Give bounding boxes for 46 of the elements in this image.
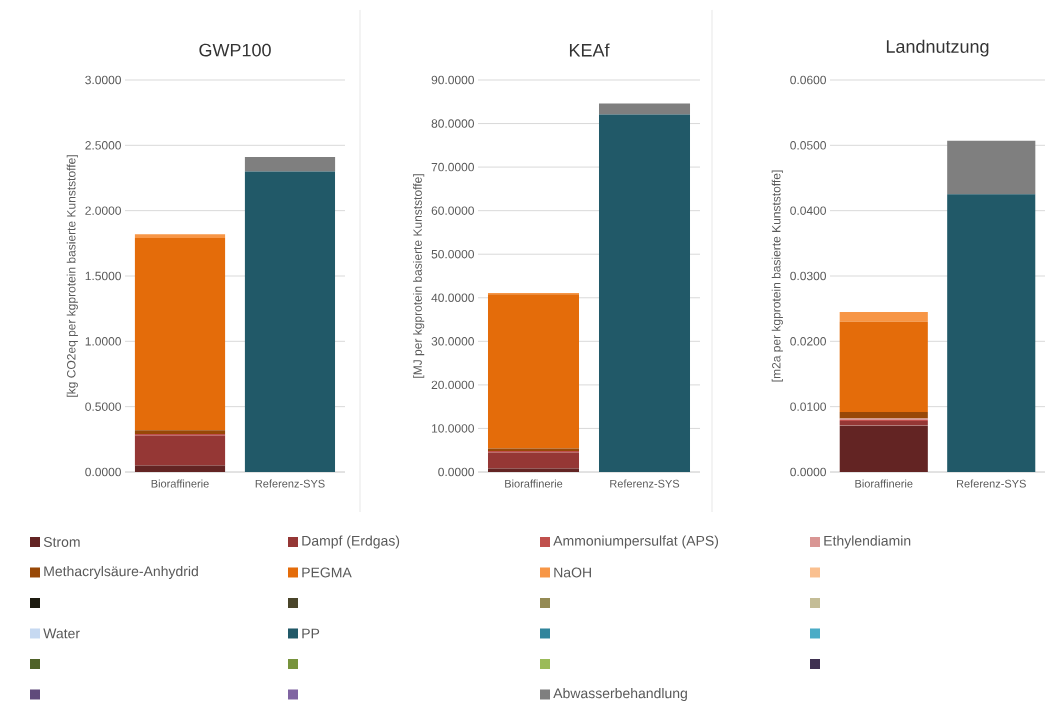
y-tick-label: 3.0000 bbox=[85, 75, 121, 85]
legend-label: PEGMA bbox=[302, 567, 352, 578]
legend-label: PP bbox=[302, 628, 320, 639]
y-tick-label: 2.5000 bbox=[85, 141, 121, 150]
y-tick-label: 0.0500 bbox=[790, 141, 826, 150]
legend-label: Strom bbox=[43, 537, 80, 547]
y-tick-label: 0.0000 bbox=[790, 467, 826, 477]
y-tick-label: 30.0000 bbox=[431, 337, 474, 346]
y-tick-label: 20.0000 bbox=[431, 380, 474, 390]
y-tick-label: 40.0000 bbox=[431, 293, 474, 303]
x-tick-label: Bioraffinerie bbox=[151, 479, 209, 488]
chart-title: GWP100 bbox=[199, 43, 271, 57]
legend-label: Water bbox=[43, 628, 80, 639]
y-tick-label: 0.0100 bbox=[790, 402, 826, 411]
y-axis-title: [kg CO2eq per kgprotein basierte Kunststoffe] bbox=[66, 155, 78, 397]
legend-label: Dampf (Erdgas) bbox=[302, 535, 400, 549]
y-tick-label: 10.0000 bbox=[432, 424, 474, 433]
x-tick-label: Referenz-SYS bbox=[610, 479, 680, 488]
chart-title: Landnutzung bbox=[886, 39, 989, 57]
legend-label: Abwasserbehandlung bbox=[553, 687, 687, 702]
y-tick-label: 70.0000 bbox=[431, 162, 474, 172]
y-tick-label: 60.0000 bbox=[431, 206, 474, 215]
legend-label: NaOH bbox=[554, 567, 591, 578]
chart-title: KEAf bbox=[569, 43, 610, 57]
y-tick-label: 0.0400 bbox=[790, 206, 826, 215]
y-tick-label: 0.0200 bbox=[790, 337, 826, 346]
x-tick-label: Referenz-SYS bbox=[255, 479, 325, 488]
y-tick-label: 90.0000 bbox=[431, 75, 474, 85]
y-tick-label: 1.5000 bbox=[85, 271, 121, 281]
y-tick-label: 0.0300 bbox=[790, 271, 826, 281]
y-tick-label: 50.0000 bbox=[431, 249, 474, 259]
y-tick-label: 0.0000 bbox=[85, 467, 121, 477]
legend-label: Ethylendiamin bbox=[824, 535, 911, 549]
x-tick-label: Referenz-SYS bbox=[957, 479, 1026, 488]
y-axis-title: [MJ per kgprotein basierte Kunststoffe] bbox=[413, 174, 425, 378]
y-tick-label: 0.0600 bbox=[790, 75, 826, 85]
x-tick-label: Bioraffinerie bbox=[505, 479, 563, 488]
y-tick-label: 1.0000 bbox=[85, 337, 121, 346]
y-tick-label: 0.0000 bbox=[438, 467, 474, 477]
legend-label: Methacrylsäure-Anhydrid bbox=[44, 565, 198, 580]
y-axis-title: [m2a per kgprotein basierte Kunststoffe] bbox=[771, 170, 783, 382]
legend-label: Ammoniumpersulfat (APS) bbox=[553, 535, 719, 549]
y-tick-label: 80.0000 bbox=[431, 119, 474, 128]
y-tick-label: 2.0000 bbox=[85, 206, 121, 215]
y-tick-label: 0.5000 bbox=[85, 402, 121, 411]
x-tick-label: Bioraffinerie bbox=[855, 479, 913, 488]
